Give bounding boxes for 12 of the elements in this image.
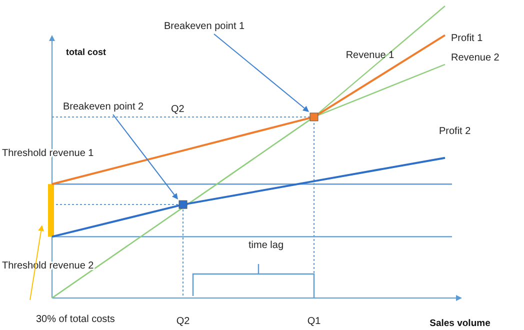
series-label: Revenue 1	[346, 50, 395, 61]
annotation: Breakeven point 2	[63, 102, 144, 113]
y-axis-title: total cost	[66, 47, 106, 57]
x-axis-title: Sales volume	[430, 318, 490, 329]
annotation: Q2	[171, 104, 185, 115]
text: Profit 2	[439, 126, 472, 137]
text: 30% of total costs	[36, 314, 115, 325]
series-label: Profit 1	[451, 33, 484, 44]
x-tick-label: Q1	[307, 316, 322, 327]
series-label: Revenue 2	[451, 52, 500, 64]
annotation: Breakeven point 1	[164, 20, 246, 32]
annotation: time lag	[248, 240, 284, 251]
